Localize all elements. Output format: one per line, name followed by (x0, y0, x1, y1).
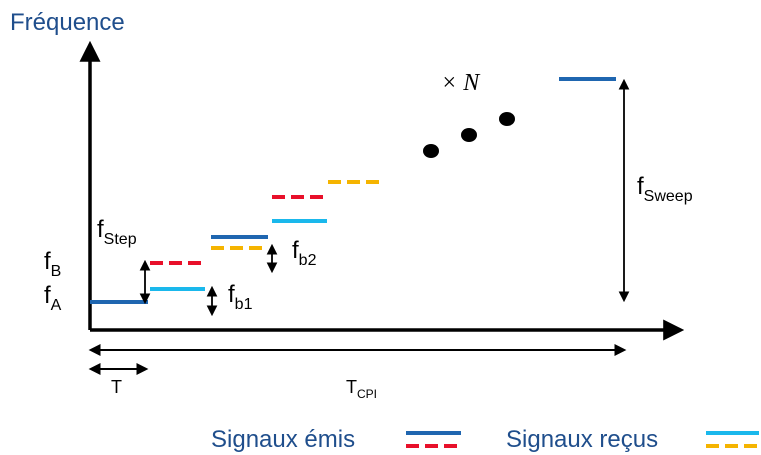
t-label: T (111, 377, 122, 397)
ellipsis-dot-1 (423, 144, 439, 158)
repeat-n-label: × N (441, 70, 481, 96)
f-a-label: fA (44, 282, 62, 314)
ellipsis-dot-3 (499, 112, 515, 126)
ellipsis-dot-2 (461, 128, 477, 142)
f-b2-label: fb2 (292, 237, 317, 269)
f-b-label: fB (44, 248, 61, 280)
t-cpi-label: TCPI (346, 377, 377, 401)
f-sweep-label: fSweep (637, 173, 693, 205)
legend-emitted-label: Signaux émis (211, 426, 355, 453)
y-axis-title: Fréquence (10, 9, 125, 36)
f-b1-label: fb1 (228, 281, 253, 313)
legend-received-label: Signaux reçus (506, 426, 658, 453)
f-step-label: fStep (97, 216, 137, 248)
